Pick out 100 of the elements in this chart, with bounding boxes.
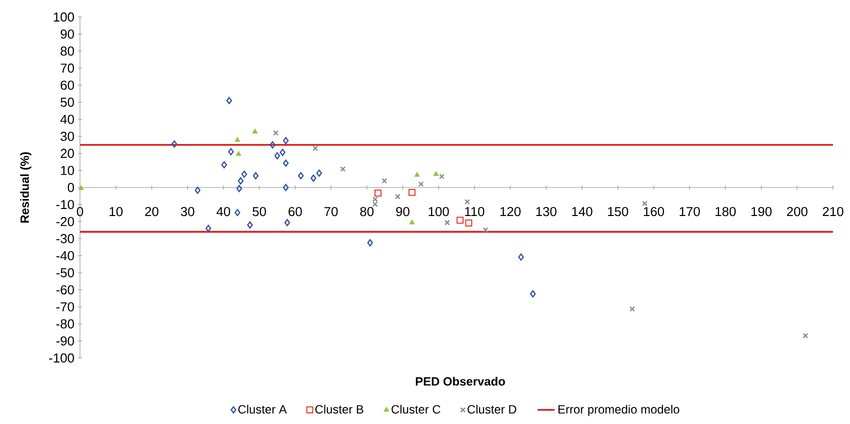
y-tick-label: 70 xyxy=(60,64,74,73)
point xyxy=(247,221,253,229)
point xyxy=(310,174,316,182)
legend-label: Cluster D xyxy=(468,404,516,414)
y-tick-label: 30 xyxy=(60,132,74,141)
point xyxy=(284,219,290,226)
point xyxy=(236,184,242,192)
x-tick-label: 130 xyxy=(536,206,556,216)
point xyxy=(444,220,450,226)
point xyxy=(226,96,232,104)
point xyxy=(418,181,424,187)
y-tick-label: -20 xyxy=(56,217,74,226)
point xyxy=(802,332,808,338)
x-tick-label: 0 xyxy=(76,206,84,216)
point xyxy=(312,146,318,152)
y-tick-label: -80 xyxy=(56,319,74,328)
y-tick-label: 20 xyxy=(60,148,74,158)
x-tick-label: 140 xyxy=(572,206,592,216)
x-tick-label: 90 xyxy=(396,206,410,216)
point xyxy=(234,208,240,216)
point xyxy=(372,196,378,202)
point xyxy=(372,201,378,207)
point xyxy=(456,216,464,224)
point xyxy=(382,178,388,184)
x-axis-title: PED Observado xyxy=(416,376,505,386)
x-tick-label: 80 xyxy=(360,206,374,216)
point xyxy=(273,130,279,136)
y-tick-label: 50 xyxy=(60,98,74,107)
x-tick-label: 110 xyxy=(465,206,484,216)
point xyxy=(270,141,276,148)
legend-label: Error promedio modelo xyxy=(558,404,680,416)
point xyxy=(206,224,212,232)
point xyxy=(414,172,420,177)
legend-label: Cluster B xyxy=(315,404,364,414)
x-tick-label: 30 xyxy=(180,206,194,216)
y-tick-label: -10 xyxy=(56,200,74,210)
y-tick-label: 40 xyxy=(60,114,74,124)
point xyxy=(642,200,648,206)
point xyxy=(408,188,416,196)
point xyxy=(518,253,524,261)
point xyxy=(464,199,470,205)
point xyxy=(280,148,286,156)
point xyxy=(316,170,322,177)
point xyxy=(221,161,227,168)
y-tick-label: -100 xyxy=(49,353,74,363)
x-tick-label: 40 xyxy=(216,206,230,216)
y-tick-label: -30 xyxy=(56,234,74,244)
x-tick-label: 160 xyxy=(644,206,664,216)
point xyxy=(530,290,536,298)
y-tick-label: 10 xyxy=(61,166,74,176)
point xyxy=(236,150,242,156)
x-tick-label: 180 xyxy=(716,206,736,216)
point xyxy=(238,177,244,184)
legend-label: Cluster A xyxy=(238,404,287,414)
point xyxy=(482,227,488,233)
point xyxy=(367,239,373,246)
x-tick-label: 10 xyxy=(110,206,123,216)
x-tick-label: 60 xyxy=(288,206,302,216)
point xyxy=(629,306,635,312)
point xyxy=(241,170,248,178)
x-tick-label: 50 xyxy=(252,206,266,216)
x-tick-label: 120 xyxy=(500,206,521,216)
y-tick-label: -40 xyxy=(56,251,74,260)
point xyxy=(252,172,259,180)
y-tick-label: 0 xyxy=(68,182,74,192)
point xyxy=(465,219,472,226)
y-tick-label: 60 xyxy=(60,80,74,90)
y-tick-label: -50 xyxy=(56,268,74,278)
x-tick-label: 170 xyxy=(680,206,700,216)
y-tick-label: 90 xyxy=(60,29,74,39)
x-tick-label: 150 xyxy=(608,206,628,216)
y-tick-label: 100 xyxy=(54,12,74,22)
y-tick-label: -70 xyxy=(56,302,74,312)
point xyxy=(228,148,234,156)
point xyxy=(282,160,289,167)
point xyxy=(171,140,178,148)
point xyxy=(282,137,289,144)
point xyxy=(282,184,289,192)
y-tick-label: 80 xyxy=(60,46,74,56)
y-tick-label: -60 xyxy=(56,285,74,294)
legend-label: Cluster C xyxy=(392,404,440,414)
x-tick-label: 200 xyxy=(787,206,808,216)
point xyxy=(340,166,346,172)
point xyxy=(433,171,439,176)
point xyxy=(409,219,415,224)
point xyxy=(298,172,304,180)
point xyxy=(194,186,200,194)
point xyxy=(234,136,240,142)
x-tick-label: 70 xyxy=(324,206,338,216)
x-tick-label: 210 xyxy=(822,206,844,216)
x-tick-label: 100 xyxy=(428,206,449,216)
point xyxy=(439,174,445,180)
point xyxy=(78,185,84,190)
x-tick-label: 20 xyxy=(145,206,158,216)
point xyxy=(394,194,400,200)
point xyxy=(274,152,280,160)
x-tick-label: 190 xyxy=(751,206,772,216)
y-tick-label: -90 xyxy=(56,336,74,346)
point xyxy=(374,190,382,197)
y-axis-title: Residual (%) xyxy=(20,152,32,223)
